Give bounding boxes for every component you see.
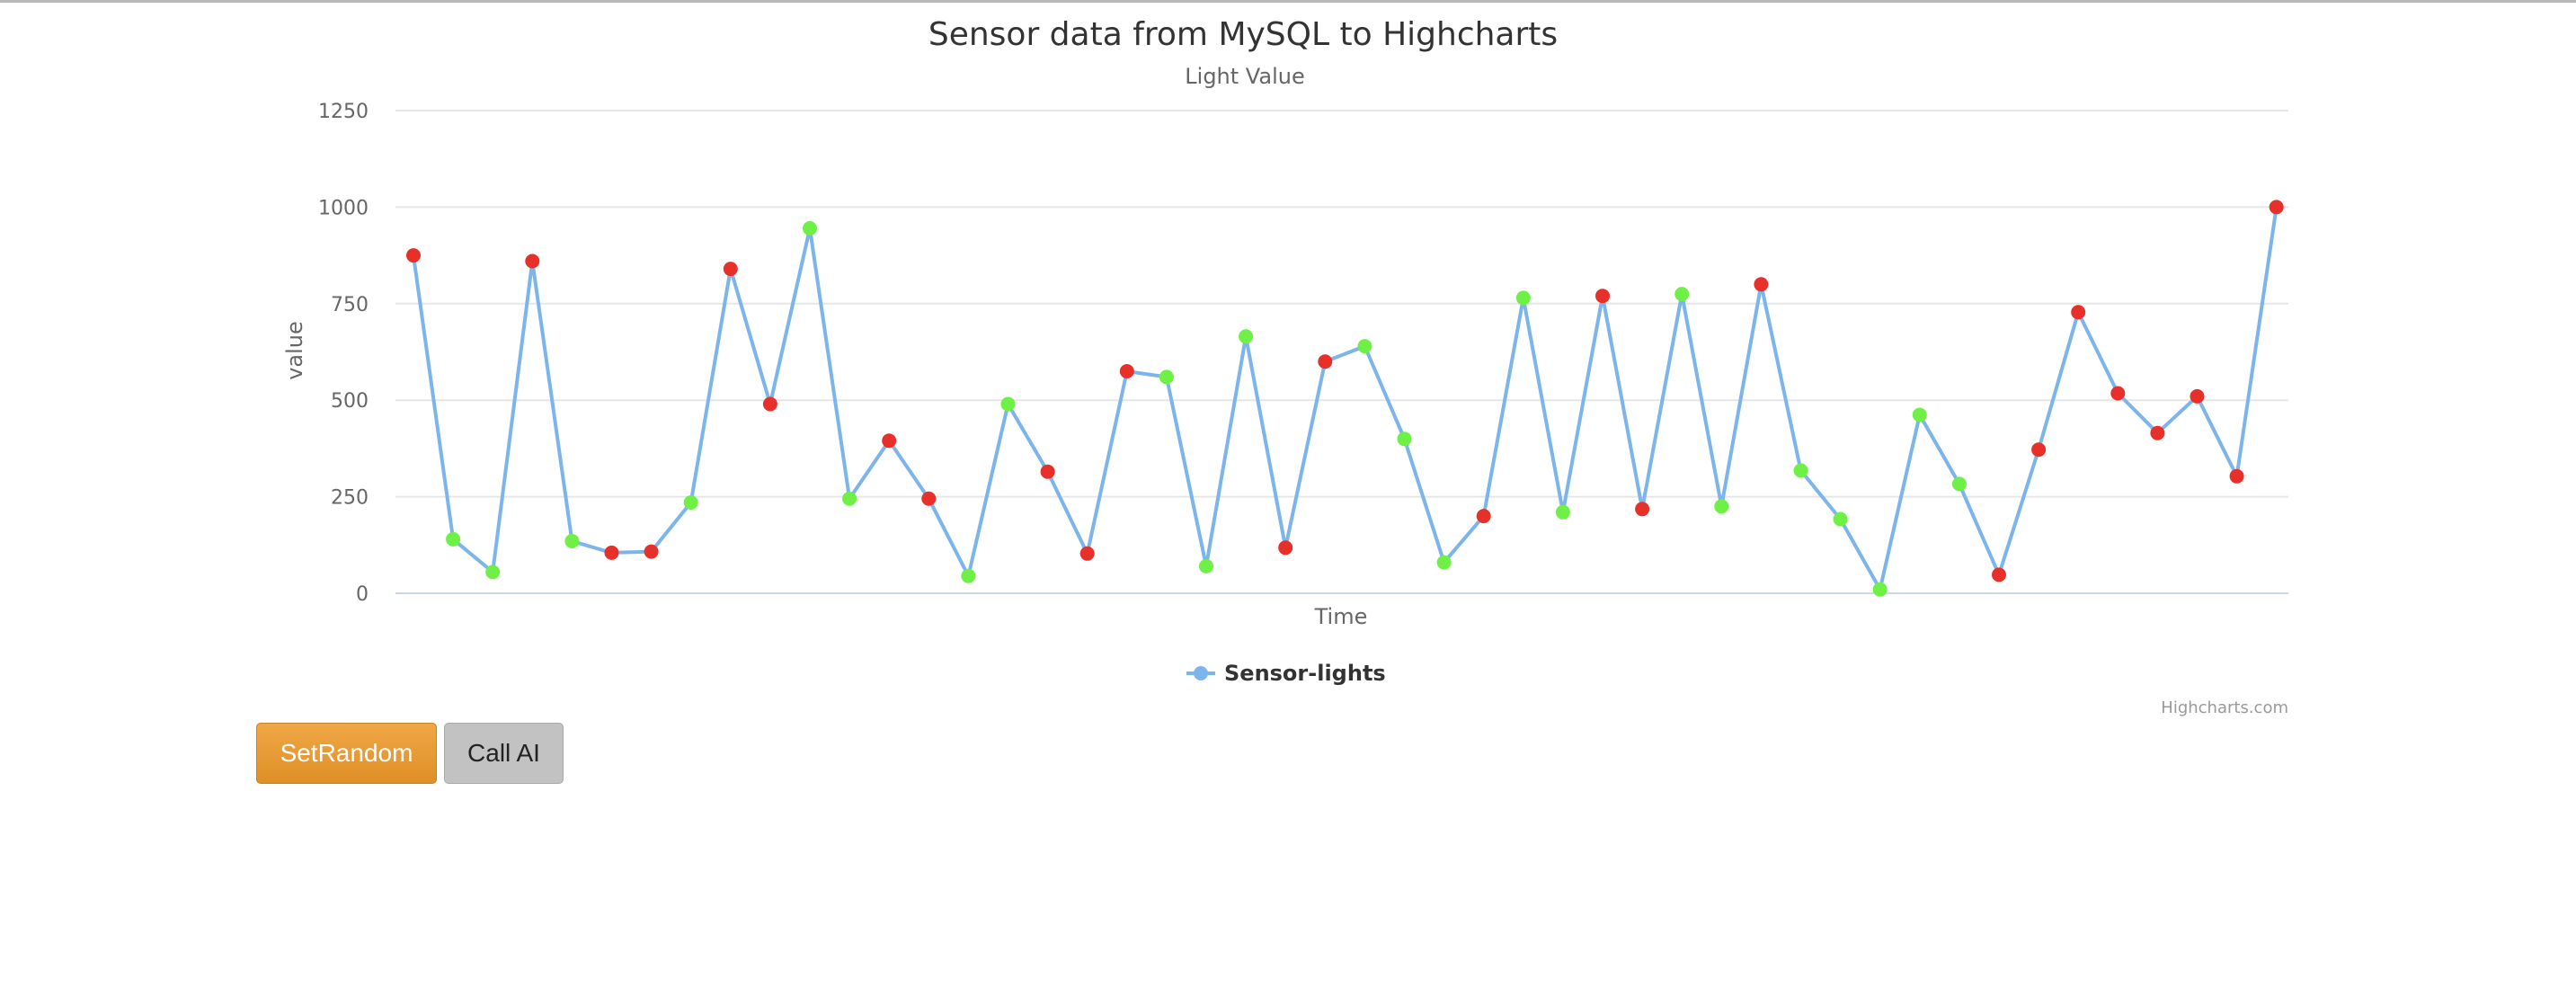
top-border — [0, 0, 2576, 3]
data-point — [1951, 476, 1967, 492]
data-point — [1992, 567, 2006, 582]
data-point — [1833, 511, 1848, 527]
data-point — [1278, 540, 1293, 556]
data-point — [723, 262, 738, 277]
credits-link[interactable]: Highcharts.com — [2161, 698, 2288, 717]
data-point — [2190, 388, 2205, 404]
grid-lines — [395, 110, 2288, 498]
data-point — [921, 491, 937, 506]
data-point — [1000, 396, 1016, 412]
data-point — [2229, 468, 2244, 484]
data-point — [1159, 369, 1174, 385]
chart-subtitle: Light Value — [1185, 64, 1304, 89]
data-point — [1793, 463, 1808, 478]
data-point — [1872, 582, 1888, 597]
data-point — [406, 248, 421, 263]
data-point — [2071, 305, 2086, 320]
data-point — [1239, 329, 1254, 344]
data-point — [1119, 364, 1134, 378]
line-chart: 0 250 500 750 1000 1250 Sensor data from MySQ… — [282, 16, 2288, 717]
data-point — [1199, 558, 1213, 574]
data-point — [842, 491, 857, 506]
data-point — [525, 253, 540, 269]
data-point — [961, 568, 976, 583]
x-axis-title: Time — [1314, 604, 1368, 629]
y-tick-label: 500 — [331, 390, 369, 413]
series-sensor-lights — [412, 205, 2278, 591]
data-point — [1397, 431, 1412, 447]
y-tick-label: 0 — [356, 583, 369, 606]
data-point — [1754, 277, 1769, 292]
y-tick-label: 1250 — [318, 101, 369, 123]
data-point — [1635, 502, 1650, 517]
data-point — [1436, 555, 1452, 570]
set-random-button[interactable]: SetRandom — [256, 723, 437, 784]
data-point — [1079, 546, 1095, 561]
chart-title: Sensor data from MySQL to Highcharts — [928, 16, 1558, 53]
data-point — [564, 534, 580, 548]
data-point — [1476, 509, 1491, 524]
data-point — [1912, 407, 1927, 422]
data-point — [1318, 354, 1333, 369]
y-axis-title: value — [282, 321, 307, 380]
data-point — [1555, 504, 1570, 520]
data-point — [1714, 499, 1729, 514]
series-markers — [406, 200, 2284, 597]
data-point — [1595, 289, 1610, 304]
y-tick-label: 750 — [331, 294, 369, 316]
y-tick-label: 250 — [331, 487, 369, 510]
y-axis-ticks: 0 250 500 750 1000 1250 — [318, 101, 369, 606]
data-point — [446, 531, 461, 547]
data-point — [882, 433, 897, 449]
data-point — [604, 545, 619, 560]
legend-marker-symbol — [1194, 666, 1208, 680]
legend-item-sensor-lights[interactable]: Sensor-lights — [1224, 661, 1386, 686]
y-tick-label: 1000 — [318, 197, 369, 219]
data-point — [683, 495, 698, 510]
data-point — [2031, 442, 2047, 458]
data-point — [1674, 287, 1690, 302]
data-point — [803, 221, 817, 236]
data-point — [485, 565, 501, 580]
data-point — [1357, 339, 1372, 354]
series-line — [412, 205, 2278, 591]
data-point — [2110, 386, 2126, 401]
data-point — [762, 396, 777, 412]
legend[interactable]: Sensor-lights — [1186, 661, 1386, 686]
data-point — [1040, 464, 1055, 479]
data-point — [2150, 425, 2165, 440]
data-point — [1515, 290, 1531, 306]
data-point — [644, 544, 659, 559]
data-point — [2269, 200, 2284, 215]
call-ai-button[interactable]: Call AI — [444, 723, 564, 784]
